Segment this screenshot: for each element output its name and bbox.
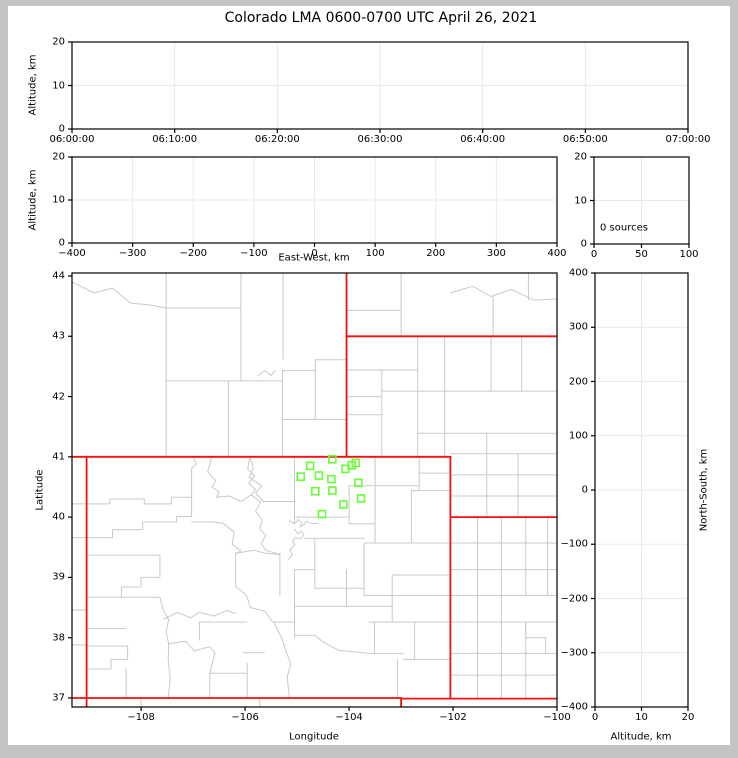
latitude-tick-label: 40 — [52, 511, 65, 523]
east-west-tick-label: 200 — [426, 248, 446, 259]
longitude-tick-label: −102 — [439, 712, 467, 723]
east-west-tick-label: 300 — [486, 248, 506, 259]
plan-view-map-layers — [72, 273, 557, 707]
lma-station-marker — [354, 478, 363, 488]
altitude-tick-label: 10 — [52, 194, 65, 206]
north-south-panel-ylabel: North-South, km — [698, 448, 710, 532]
latitude-tick-label: 37 — [52, 692, 65, 704]
altitude-tick-label: 0 — [580, 238, 587, 250]
north-south-tick-label: 100 — [568, 430, 588, 442]
latitude-tick-label: 43 — [52, 330, 65, 342]
north-south-tick-label: −300 — [560, 647, 588, 659]
latitude-tick-label: 39 — [52, 571, 65, 583]
lma-station-marker — [317, 509, 327, 519]
north-south-tick-label: 300 — [568, 321, 588, 333]
lma-station-marker — [314, 471, 324, 480]
altitude-tick-label: 20 — [574, 151, 587, 163]
histogram-tick-label: 0 — [590, 249, 598, 260]
time-tick-label: 06:20:00 — [254, 134, 300, 145]
altitude-tick-label: 10 — [574, 195, 587, 206]
axis-ticks — [68, 41, 690, 711]
time-tick-label: 06:10:00 — [152, 134, 198, 145]
lma-station-markers — [296, 454, 366, 519]
altitude-tick-label: 0 — [58, 237, 65, 249]
time-tick-label: 06:50:00 — [562, 134, 608, 145]
time-tick-label: 06:00:00 — [49, 134, 95, 145]
lma-station-marker — [327, 474, 336, 484]
altitude-tick-label: 20 — [52, 151, 65, 163]
latitude-tick-label: 41 — [52, 451, 65, 463]
time-tick-label: 07:00:00 — [665, 134, 711, 145]
plan-view-map-panel — [71, 272, 558, 708]
altitude-tick-label: 10 — [52, 80, 65, 91]
longitude-tick-label: −106 — [231, 712, 259, 723]
east-west-panel-ylabel: Altitude, km — [27, 169, 39, 231]
map-ylabel: Latitude — [34, 469, 46, 511]
north-south-tick-label: −200 — [560, 593, 588, 604]
histogram-tick-label: 50 — [635, 249, 648, 260]
altitude-tick-label: 20 — [52, 36, 65, 48]
histogram-tick-label: 100 — [679, 249, 699, 260]
altitude-tick-label: 10 — [635, 712, 648, 723]
time-tick-label: 06:40:00 — [460, 134, 506, 145]
altitude-tick-label: 0 — [58, 123, 65, 135]
altitude-tick-label: 0 — [591, 712, 599, 723]
figure-title: Colorado LMA 0600-0700 UTC April 26, 202… — [224, 10, 538, 26]
lma-station-marker — [328, 454, 337, 464]
source-count-annotation: 0 sources — [600, 222, 648, 234]
lma-station-marker — [310, 486, 320, 496]
lma-station-marker — [328, 486, 337, 495]
east-west-tick-label: 0 — [311, 248, 318, 259]
lma-station-marker — [305, 461, 315, 471]
latitude-tick-label: 38 — [52, 632, 65, 644]
east-west-tick-label: −200 — [179, 248, 207, 259]
latitude-tick-label: 42 — [52, 391, 65, 403]
north-south-panel-xlabel: Altitude, km — [610, 731, 672, 743]
time-panel-ylabel: Altitude, km — [27, 54, 39, 116]
map-state-borders — [72, 273, 557, 707]
east-west-tick-label: 400 — [547, 248, 567, 259]
map-xlabel: Longitude — [289, 731, 339, 743]
altitude-tick-label: 20 — [681, 712, 695, 723]
east-west-tick-label: 100 — [365, 248, 385, 259]
lma-station-marker — [356, 494, 366, 503]
lma-station-marker — [339, 500, 348, 509]
north-south-tick-label: 400 — [568, 267, 588, 279]
lma-station-marker — [351, 458, 361, 468]
north-south-tick-label: 200 — [568, 376, 588, 387]
east-west-panel-xlabel: East-West, km — [278, 252, 350, 264]
panel-gridlines — [72, 42, 689, 707]
east-west-tick-label: −100 — [240, 248, 268, 259]
longitude-tick-label: −100 — [543, 712, 571, 723]
east-west-tick-label: −400 — [58, 248, 86, 259]
lma-station-marker — [296, 472, 306, 482]
north-south-tick-label: 0 — [581, 484, 588, 496]
map-county-borders — [72, 273, 557, 707]
north-south-tick-label: −100 — [560, 538, 588, 550]
north-south-tick-label: −400 — [560, 701, 588, 713]
time-tick-label: 06:30:00 — [357, 134, 403, 145]
longitude-tick-label: −108 — [127, 712, 155, 723]
longitude-tick-label: −104 — [335, 712, 363, 723]
latitude-tick-label: 44 — [52, 270, 65, 282]
east-west-tick-label: −300 — [118, 248, 147, 259]
